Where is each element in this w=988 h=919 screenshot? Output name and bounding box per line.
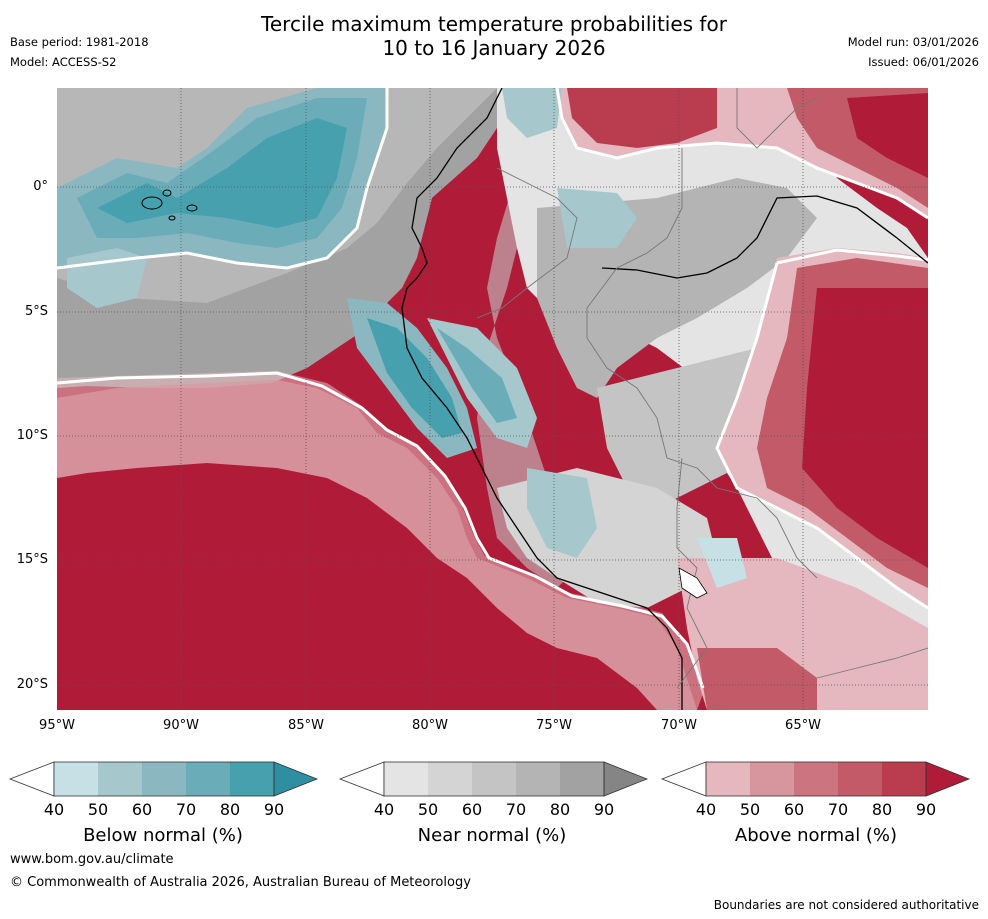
model-run: Model run: 03/01/2026	[847, 35, 979, 49]
legend-below-tick: 90	[263, 800, 285, 819]
below-normal-inland-dark	[437, 328, 517, 423]
below-normal-north-patch	[502, 88, 562, 138]
legend-below-tick: 80	[219, 800, 241, 819]
legend-near-tick: 40	[373, 800, 395, 819]
legend-above-tick: 50	[739, 800, 761, 819]
legend-below-tick: 70	[175, 800, 197, 819]
legend-above-bar	[660, 761, 971, 797]
legend-near-swatch-3	[516, 762, 560, 796]
lake-titicaca	[678, 567, 708, 599]
galapagos-islands	[141, 189, 198, 221]
legend-above-swatch-2	[794, 762, 838, 796]
legend-below-swatch-2	[142, 762, 186, 796]
footer-website[interactable]: www.bom.gov.au/climate	[10, 852, 174, 867]
legend-above-swatch-0	[706, 762, 750, 796]
lon-label-80w: 80°W	[412, 718, 448, 733]
legend-above-tick: 80	[871, 800, 893, 819]
contour-line-west	[57, 88, 389, 270]
coastline	[401, 88, 683, 710]
legend-near-swatch-2	[472, 762, 516, 796]
lon-label-90w: 90°W	[163, 718, 199, 733]
legend-above-tick: 70	[827, 800, 849, 819]
legend-near-tick: 70	[505, 800, 527, 819]
lat-label-0: 0°	[33, 179, 48, 194]
legend-near-swatch-4	[560, 762, 604, 796]
legend-above-arrow-right	[925, 761, 971, 797]
legend-below-swatch-4	[230, 762, 274, 796]
lat-label-15s: 15°S	[16, 552, 48, 567]
legend-below-swatch-1	[98, 762, 142, 796]
base-period: Base period: 1981-2018	[10, 35, 149, 49]
lon-label-70w: 70°W	[661, 718, 697, 733]
map-title: Tercile maximum temperature probabilitie…	[0, 12, 988, 60]
lat-label-5s: 5°S	[24, 304, 48, 319]
legend-below-arrow-right	[273, 761, 319, 797]
above-normal-east-core	[802, 288, 928, 568]
legend-near-bar	[338, 761, 649, 797]
legend-above-title: Above normal (%)	[734, 825, 898, 846]
contour-line-east	[776, 248, 928, 265]
lon-label-95w: 95°W	[39, 718, 75, 733]
legend-below-tick: 40	[43, 800, 65, 819]
legend-below-normal	[8, 761, 319, 797]
below-normal-bolivia-patch	[697, 538, 747, 588]
legend-above-swatch-1	[750, 762, 794, 796]
lat-label-10s: 10°S	[16, 428, 48, 443]
legend-above-normal	[660, 761, 971, 797]
meta-right: Model run: 03/01/2026 Issued: 06/01/2026	[848, 32, 979, 72]
probability-map	[57, 88, 928, 710]
legend-below-arrow-left	[8, 761, 55, 797]
issued-date: Issued: 06/01/2026	[868, 55, 979, 69]
legend-near-arrow-left	[338, 761, 385, 797]
model-name: Model: ACCESS-S2	[10, 55, 117, 69]
lat-label-20s: 20°S	[16, 677, 48, 692]
legend-above-tick: 60	[783, 800, 805, 819]
legend-below-title: Below normal (%)	[83, 825, 243, 846]
legend-near-normal	[338, 761, 649, 797]
lon-label-65w: 65°W	[785, 718, 821, 733]
below-normal-inland-north	[557, 188, 637, 248]
river-line	[601, 195, 928, 279]
above-normal-ne-core	[847, 93, 928, 178]
meta-left: Base period: 1981-2018 Model: ACCESS-S2	[10, 32, 149, 72]
legend-above-swatch-3	[838, 762, 882, 796]
below-normal-west-dark	[97, 118, 347, 228]
above-normal-se-mid	[697, 648, 817, 710]
legend-near-tick: 50	[417, 800, 439, 819]
legend-near-swatch-0	[384, 762, 428, 796]
footer-disclaimer: Boundaries are not considered authoritat…	[713, 898, 979, 912]
country-borders	[476, 88, 928, 689]
legend-near-title: Near normal (%)	[417, 825, 567, 846]
legend-below-swatch-0	[54, 762, 98, 796]
legend-above-swatch-4	[882, 762, 926, 796]
above-normal-north-dark	[567, 88, 717, 148]
lon-label-75w: 75°W	[536, 718, 572, 733]
title-line-1: Tercile maximum temperature probabilitie…	[261, 12, 727, 36]
legend-near-arrow-right	[603, 761, 649, 797]
legend-below-tick: 60	[131, 800, 153, 819]
above-normal-light-gradient	[57, 371, 705, 710]
contour-line-south	[57, 371, 705, 689]
legend-above-tick: 90	[915, 800, 937, 819]
footer-copyright: © Commonwealth of Australia 2026, Austra…	[10, 875, 471, 890]
below-normal-coast-dark	[367, 318, 462, 438]
legend-below-tick: 50	[87, 800, 109, 819]
legend-below-bar	[8, 761, 319, 797]
legend-below-swatch-3	[186, 762, 230, 796]
legend-near-tick: 60	[461, 800, 483, 819]
lon-label-85w: 85°W	[288, 718, 324, 733]
legend-near-tick: 80	[549, 800, 571, 819]
below-normal-peru-patch	[527, 468, 597, 558]
legend-near-swatch-1	[428, 762, 472, 796]
title-line-2: 10 to 16 January 2026	[382, 36, 606, 60]
legend-above-arrow-left	[660, 761, 707, 797]
legend-above-tick: 40	[695, 800, 717, 819]
legend-near-tick: 90	[593, 800, 615, 819]
map-svg	[57, 88, 928, 710]
contour-line-north	[555, 88, 928, 220]
